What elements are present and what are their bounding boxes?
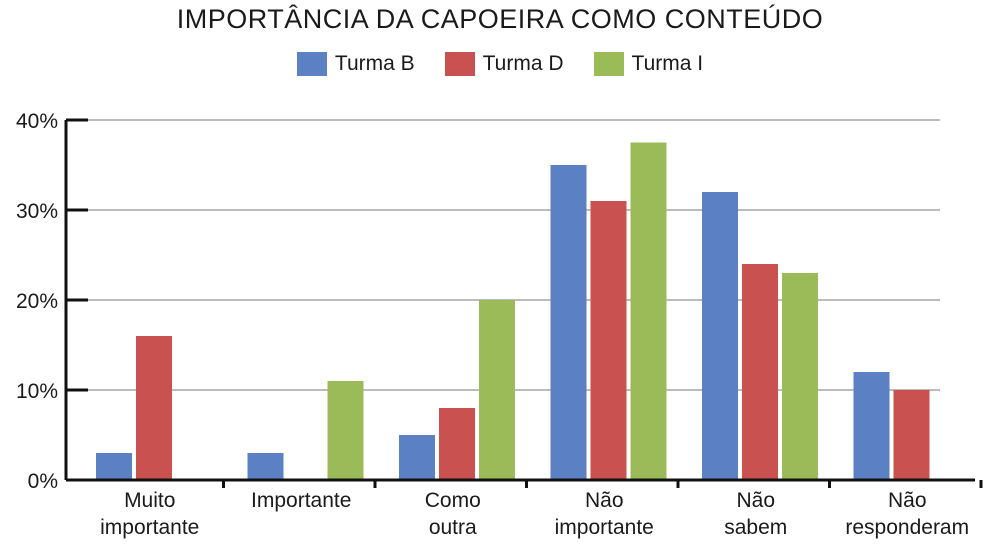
y-tick-label: 30% [16, 200, 58, 223]
x-tick-label: Não [888, 489, 927, 512]
bar-turma-b [853, 372, 890, 480]
legend-label-turma-i: Turma I [631, 52, 704, 75]
x-tick-label: responderam [845, 516, 969, 539]
y-tick-label: 20% [16, 290, 58, 313]
legend-swatch-turma-i [593, 52, 624, 76]
x-tick-label: outra [429, 516, 477, 539]
bar-turma-d [742, 264, 778, 480]
bar-turma-b [247, 453, 284, 480]
bar-turma-i [782, 273, 818, 480]
legend: Turma B Turma D Turma I [0, 52, 1000, 76]
bar-turma-b [96, 453, 132, 480]
bar-turma-i [630, 142, 667, 480]
bar-turma-b [399, 435, 435, 480]
x-tick-label: Importante [251, 489, 351, 512]
y-tick-label: 40% [16, 110, 58, 133]
legend-item-turma-d: Turma D [444, 52, 564, 76]
x-tick-label: importante [555, 516, 654, 539]
bar-turma-d [136, 336, 172, 480]
bar-turma-b [702, 192, 738, 480]
legend-swatch-turma-b [296, 52, 327, 76]
legend-label-turma-b: Turma B [334, 52, 415, 75]
bar-turma-i [479, 300, 515, 480]
legend-item-turma-i: Turma I [593, 52, 704, 76]
x-tick-label: Não [585, 489, 624, 512]
bar-turma-d [590, 201, 627, 480]
bar-turma-d [893, 390, 930, 480]
bar-turma-b [550, 165, 587, 480]
y-tick-label: 0% [28, 470, 58, 493]
x-tick-label: sabem [724, 516, 787, 539]
x-tick-label: Não [736, 489, 775, 512]
x-tick-label: importante [100, 516, 199, 539]
chart-title: IMPORTÂNCIA DA CAPOEIRA COMO CONTEÚDO [176, 4, 824, 34]
legend-item-turma-b: Turma B [296, 52, 415, 76]
legend-swatch-turma-d [444, 52, 475, 76]
x-tick-label: Muito [124, 489, 175, 512]
bar-turma-d [439, 408, 475, 480]
bar-turma-i [327, 381, 364, 480]
x-tick-label: Como [425, 489, 481, 512]
legend-label-turma-d: Turma D [482, 52, 564, 75]
y-tick-label: 10% [16, 380, 58, 403]
